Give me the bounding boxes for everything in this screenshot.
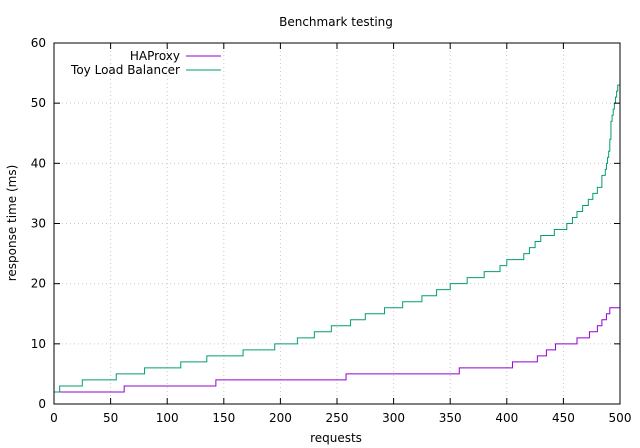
y-tick-label: 0 bbox=[38, 397, 46, 411]
x-tick-label: 400 bbox=[495, 411, 518, 425]
x-tick-label: 200 bbox=[269, 411, 292, 425]
grid bbox=[54, 43, 620, 404]
y-tick-label: 10 bbox=[31, 337, 46, 351]
x-tick-label: 0 bbox=[50, 411, 58, 425]
legend-label-haproxy: HAProxy bbox=[130, 49, 180, 63]
series-line-toy-load-balancer bbox=[54, 84, 620, 393]
legend-label-toy-load-balancer: Toy Load Balancer bbox=[70, 63, 180, 77]
y-tick-label: 20 bbox=[31, 277, 46, 291]
x-axis-label: requests bbox=[310, 431, 362, 445]
x-tick-label: 150 bbox=[212, 411, 235, 425]
x-tick-label: 100 bbox=[156, 411, 179, 425]
x-tick-label: 300 bbox=[382, 411, 405, 425]
x-tick-label: 450 bbox=[552, 411, 575, 425]
x-tick-label: 50 bbox=[103, 411, 118, 425]
y-tick-label: 40 bbox=[31, 156, 46, 170]
y-tick-label: 30 bbox=[31, 217, 46, 231]
plot-lines bbox=[54, 84, 620, 393]
x-tick-label: 350 bbox=[439, 411, 462, 425]
y-axis-label: response time (ms) bbox=[5, 165, 19, 282]
y-tick-label: 60 bbox=[31, 36, 46, 50]
y-tick-label: 50 bbox=[31, 96, 46, 110]
x-tick-label: 250 bbox=[326, 411, 349, 425]
x-tick-label: 500 bbox=[609, 411, 632, 425]
ticks: 0 10 20 30 40 50 60 0 50 100 150 200 250 300 350 400 450… bbox=[31, 36, 632, 425]
chart-title: Benchmark testing bbox=[279, 15, 393, 29]
series-line-haproxy bbox=[54, 307, 620, 393]
